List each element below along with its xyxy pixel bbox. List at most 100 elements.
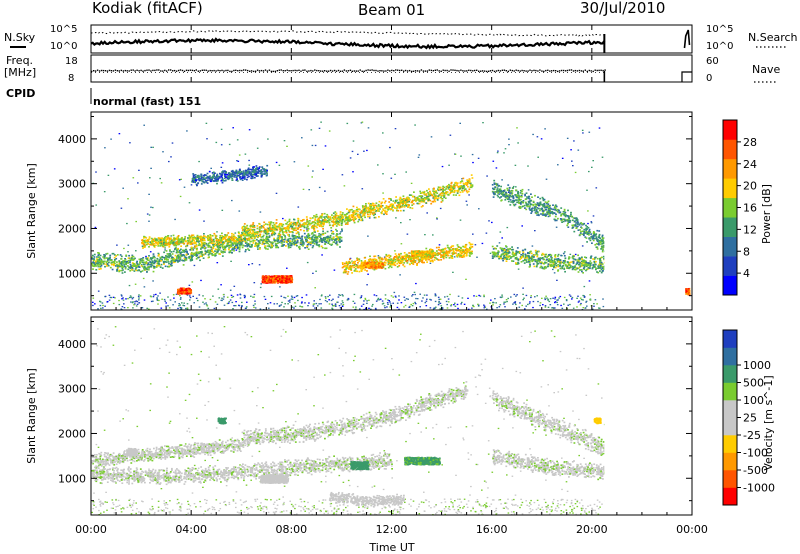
echo-pixel	[413, 258, 415, 260]
echo-pixel	[335, 228, 337, 231]
noise-pixel	[338, 294, 340, 296]
echo-pixel	[232, 246, 235, 249]
freq-point	[164, 69, 166, 72]
echo-pixel	[214, 234, 217, 237]
echo-pixel	[440, 256, 442, 258]
echo-pixel	[211, 239, 214, 242]
noise-pixel	[527, 189, 530, 191]
noise-pixel	[421, 300, 423, 302]
noise-pixel	[220, 144, 223, 146]
echo-pixel	[538, 207, 540, 210]
echo-pixel	[170, 259, 173, 262]
freq-point	[440, 70, 442, 72]
echo-pixel	[293, 223, 296, 225]
echo-pixel	[450, 249, 452, 252]
echo-pixel	[324, 232, 327, 234]
freq-point	[355, 70, 357, 72]
echo-pixel	[372, 258, 375, 261]
noise-pixel	[540, 138, 543, 140]
echo-pixel	[188, 238, 191, 241]
freq-point	[195, 69, 197, 71]
noise-pixel	[439, 302, 442, 304]
echo-pixel	[307, 234, 309, 237]
freq-point	[481, 70, 484, 72]
echo-pixel	[411, 204, 414, 206]
echo-pixel	[109, 266, 112, 269]
echo-pixel	[455, 194, 457, 196]
echo-pixel	[247, 229, 249, 231]
echo-pixel	[519, 199, 521, 201]
echo-pixel	[460, 254, 462, 257]
echo-pixel	[383, 202, 386, 204]
noise-pixel	[438, 298, 440, 300]
echo-pixel	[224, 240, 227, 243]
echo-pixel	[362, 207, 365, 210]
freq-point	[521, 69, 523, 72]
freq-point	[91, 70, 93, 73]
echo-pixel	[177, 251, 179, 254]
freq-point	[432, 70, 434, 72]
noise-pixel	[308, 189, 310, 191]
noise-pixel	[438, 300, 440, 303]
freq-point	[495, 70, 498, 72]
echo-pixel	[197, 241, 200, 243]
echo-pixel	[442, 248, 444, 251]
noise-pixel	[314, 307, 316, 309]
echo-pixel	[359, 214, 362, 216]
echo-pixel	[237, 239, 240, 241]
freq-point	[339, 70, 342, 72]
cpid-text: normal (fast) 151	[93, 95, 201, 108]
echo-pixel	[298, 246, 301, 249]
noise-pixel	[364, 298, 367, 301]
echo-pixel	[466, 191, 469, 194]
noise-pixel	[300, 302, 303, 304]
echo-pixel	[353, 220, 355, 222]
echo-pixel	[195, 255, 198, 257]
echo-pixel	[279, 227, 282, 230]
echo-pixel	[227, 232, 230, 234]
echo-pixel	[365, 206, 368, 209]
echo-pixel	[152, 239, 155, 242]
echo-pixel	[93, 259, 95, 262]
noise-pixel	[367, 273, 369, 275]
noise-pixel	[383, 256, 386, 258]
echo-pixel	[275, 228, 278, 231]
noise-pixel	[577, 301, 580, 303]
echo-pixel	[341, 266, 344, 269]
echo-pixel	[305, 238, 307, 241]
freq-point	[130, 69, 132, 71]
noise-pixel	[363, 300, 365, 302]
echo-pixel	[461, 251, 464, 254]
echo-pixel	[350, 268, 352, 270]
freq-point	[335, 70, 338, 72]
noise-pixel	[432, 308, 435, 310]
echo-pixel	[439, 249, 442, 252]
echo-pixel	[175, 242, 177, 244]
echo-pixel	[244, 233, 247, 236]
echo-pixel	[222, 251, 224, 254]
echo-pixel	[313, 225, 316, 228]
echo-pixel	[384, 264, 387, 266]
echo-pixel	[121, 272, 124, 274]
echo-pixel	[306, 220, 309, 222]
echo-pixel	[321, 220, 324, 222]
echo-pixel	[221, 232, 223, 235]
echo-pixel	[384, 257, 387, 259]
echo-pixel	[442, 187, 444, 190]
freq-point	[148, 69, 150, 71]
echo-pixel	[579, 229, 581, 231]
echo-pixel	[160, 240, 163, 243]
echo-pixel	[350, 219, 352, 221]
echo-pixel	[406, 203, 409, 206]
echo-pixel	[165, 240, 168, 243]
echo-pixel	[434, 256, 436, 259]
echo-pixel	[391, 205, 394, 207]
echo-pixel	[509, 204, 512, 206]
echo-pixel	[146, 266, 149, 269]
noise-pixel	[212, 295, 214, 297]
noise-pixel	[563, 296, 566, 299]
freq-point	[274, 70, 276, 73]
noise-pixel	[481, 242, 484, 245]
echo-pixel	[325, 221, 328, 223]
echo-pixel	[93, 256, 96, 258]
